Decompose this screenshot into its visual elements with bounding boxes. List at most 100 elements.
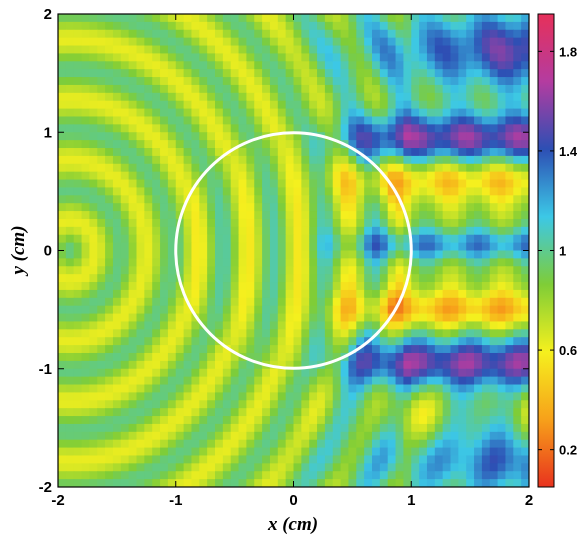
heatmap-cell [230, 195, 240, 204]
heatmap-cell [356, 226, 365, 236]
heatmap-cell [521, 29, 529, 39]
heatmap-cell [497, 431, 507, 441]
heatmap-cell [199, 37, 208, 47]
heatmap-cell [167, 21, 177, 31]
heatmap-cell [489, 116, 499, 125]
heatmap-cell [379, 163, 389, 173]
heatmap-cell [105, 337, 114, 346]
heatmap-cell [474, 439, 483, 449]
heatmap-cell [521, 408, 529, 417]
heatmap-cell [434, 140, 444, 149]
heatmap-cell [81, 337, 90, 346]
heatmap-cell [207, 155, 216, 165]
heatmap-cell [120, 100, 130, 110]
heatmap-cell [317, 439, 326, 449]
heatmap-cell [348, 250, 357, 259]
heatmap-cell [262, 479, 271, 487]
heatmap-cell [175, 140, 185, 149]
heatmap-cell [411, 84, 420, 94]
heatmap-cell [277, 187, 287, 196]
heatmap-cell [112, 313, 122, 323]
heatmap-cell [112, 203, 122, 212]
heatmap-cell [505, 234, 514, 244]
heatmap-cell [65, 400, 75, 409]
heatmap-cell [81, 368, 90, 378]
heatmap-cell [128, 124, 138, 133]
heatmap-cell [442, 124, 452, 133]
heatmap-cell [521, 45, 529, 55]
heatmap-cell [372, 92, 381, 102]
heatmap-cell [199, 218, 208, 228]
heatmap-cell [191, 329, 200, 338]
heatmap-cell [285, 463, 295, 472]
heatmap-cell [348, 53, 357, 62]
heatmap-cell [379, 77, 389, 86]
heatmap-cell [411, 163, 420, 173]
heatmap-cell [81, 187, 90, 196]
heatmap-cell [167, 29, 177, 39]
heatmap-cell [230, 305, 240, 315]
heatmap-cell [128, 179, 138, 189]
heatmap-cell [58, 100, 67, 110]
heatmap-cell [97, 14, 106, 23]
heatmap-cell [246, 100, 255, 110]
heatmap-cell [277, 132, 287, 141]
heatmap-cell [324, 376, 334, 386]
heatmap-cell [395, 140, 404, 149]
heatmap-cell [403, 195, 412, 204]
heatmap-cell [434, 234, 444, 244]
heatmap-cell [513, 297, 522, 307]
heatmap-cell [419, 21, 428, 31]
heatmap-cell [73, 203, 83, 212]
heatmap-cell [364, 431, 373, 441]
heatmap-cell [183, 203, 193, 212]
heatmap-cell [450, 313, 459, 323]
heatmap-cell [340, 37, 350, 47]
heatmap-cell [442, 37, 452, 47]
heatmap-cell [356, 455, 365, 464]
heatmap-cell [65, 45, 75, 55]
heatmap-cell [481, 282, 491, 291]
heatmap-cell [442, 439, 452, 449]
heatmap-cell [505, 21, 514, 31]
heatmap-cell [277, 282, 287, 291]
heatmap-cell [324, 274, 334, 283]
heatmap-cell [450, 250, 459, 259]
heatmap-cell [356, 100, 365, 110]
heatmap-cell [387, 218, 397, 228]
heatmap-cell [356, 234, 365, 244]
heatmap-cell [450, 69, 459, 78]
heatmap-cell [73, 61, 83, 70]
heatmap-cell [293, 392, 302, 401]
heatmap-cell [356, 116, 365, 125]
heatmap-cell [97, 69, 106, 78]
heatmap-cell [324, 242, 334, 252]
heatmap-cell [238, 329, 247, 338]
heatmap-cell [332, 360, 342, 370]
heatmap-cell [230, 266, 240, 275]
heatmap-cell [481, 297, 491, 307]
heatmap-cell [426, 226, 436, 236]
heatmap-cell [372, 234, 381, 244]
heatmap-cell [419, 345, 428, 354]
heatmap-cell [497, 337, 507, 346]
heatmap-cell [364, 187, 373, 196]
heatmap-cell [199, 108, 208, 118]
heatmap-cell [419, 392, 428, 401]
heatmap-cell [175, 313, 185, 323]
heatmap-cell [411, 289, 420, 299]
heatmap-cell [395, 21, 404, 31]
heatmap-cell [175, 234, 185, 244]
heatmap-cell [458, 234, 467, 244]
heatmap-cell [254, 84, 263, 94]
heatmap-cell [199, 124, 208, 133]
heatmap-cell [356, 250, 365, 259]
heatmap-cell [513, 360, 522, 370]
heatmap-cell [481, 455, 491, 464]
heatmap-cell [434, 345, 444, 354]
heatmap-cell [474, 305, 483, 315]
heatmap-cell [230, 289, 240, 299]
heatmap-cell [254, 431, 263, 441]
heatmap-cell [112, 226, 122, 236]
heatmap-cell [254, 21, 263, 31]
